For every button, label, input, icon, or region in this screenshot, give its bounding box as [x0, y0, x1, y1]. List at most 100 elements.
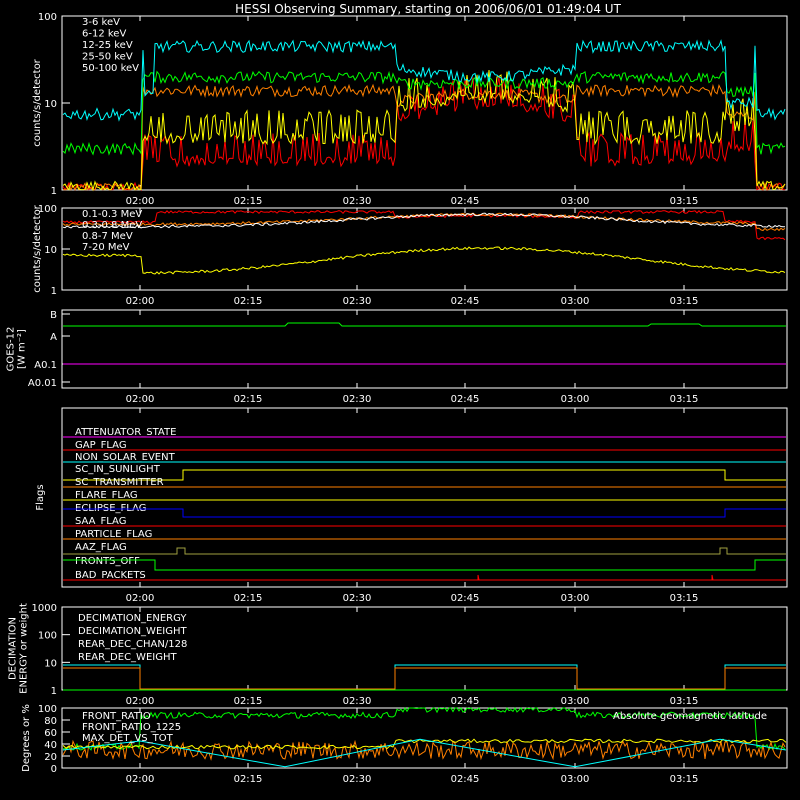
x-tick-label: 03:00	[561, 593, 590, 604]
flag-label: AAZ_FLAG	[75, 542, 127, 553]
series-line	[62, 246, 786, 275]
x-tick-label: 02:30	[343, 774, 372, 785]
y-tick-label: 40	[44, 740, 57, 751]
x-tick-label: 02:15	[234, 394, 263, 405]
series-line	[62, 69, 786, 192]
svg-text:Degrees or %: Degrees or %	[21, 704, 32, 772]
legend-entry: FRONT_RATIO	[82, 711, 151, 722]
x-tick-label: 03:15	[670, 394, 699, 405]
svg-text:counts/s/detector: counts/s/detector	[32, 58, 43, 146]
x-tick-label: 02:00	[126, 296, 155, 307]
panel-frame	[61, 15, 788, 191]
y-tick-label: A	[50, 332, 57, 343]
x-tick-label: 03:00	[561, 696, 590, 707]
flag-label: ATTENUATOR_STATE	[75, 427, 176, 438]
flag-label: BAD_PACKETS	[75, 570, 146, 581]
legend-entry: 0.8-7 MeV	[82, 231, 133, 242]
legend-entry: 7-20 MeV	[82, 242, 130, 253]
flag-line	[63, 547, 786, 555]
svg-text:counts/s/detector: counts/s/detector	[32, 204, 43, 292]
y-tick-label: 0	[51, 764, 57, 775]
panel-frame	[61, 309, 788, 389]
y-tick-label: 20	[44, 752, 57, 763]
legend-entry: REAR_DEC_WEIGHT	[78, 652, 177, 663]
flag-label: FLARE_FLAG	[75, 490, 138, 501]
y-axis-label: Degrees or %	[21, 704, 32, 772]
legend-entry: MAX_DET_VS_TOT	[82, 733, 174, 744]
legend-entry: Absolute geomagnetic latitude	[613, 711, 767, 722]
x-tick-label: 03:00	[561, 296, 590, 307]
x-tick-label: 02:45	[451, 394, 480, 405]
flag-line	[63, 559, 786, 571]
x-tick-label: 02:15	[234, 696, 263, 707]
x-tick-label: 02:30	[343, 394, 372, 405]
series-line	[62, 70, 786, 156]
y-tick-label: 1	[51, 186, 57, 197]
series-line	[62, 212, 786, 232]
series-line	[62, 76, 785, 192]
x-tick-label: 02:00	[126, 394, 155, 405]
flag-label: GAP_FLAG	[75, 440, 127, 451]
x-tick-label: 02:15	[234, 593, 263, 604]
legend-entry: 0.3-0.8 MeV	[82, 220, 142, 231]
x-tick-label: 03:15	[670, 296, 699, 307]
y-axis-label: Flags	[35, 484, 46, 510]
series-line	[62, 706, 786, 751]
y-tick-label: 10	[44, 245, 57, 256]
y-tick-label: 80	[44, 716, 57, 727]
legend-entry: DECIMATION_WEIGHT	[78, 626, 187, 637]
legend-entry: 50-100 keV	[82, 63, 139, 74]
legend-entry: DECIMATION_ENERGY	[78, 613, 187, 624]
series-line	[62, 39, 786, 122]
x-tick-label: 02:45	[451, 196, 480, 207]
legend-entry: 12-25 keV	[82, 40, 133, 51]
x-tick-label: 03:15	[670, 696, 699, 707]
x-tick-label: 02:45	[451, 774, 480, 785]
series-line	[63, 322, 786, 327]
flag-label: FRONTS_OFF	[75, 556, 140, 567]
legend-entry: 25-50 keV	[82, 52, 133, 63]
y-tick-label: A0.01	[28, 378, 57, 389]
flag-line	[63, 574, 786, 581]
y-axis-label: counts/s/detector	[32, 204, 43, 292]
x-tick-label: 02:15	[234, 296, 263, 307]
series-line	[63, 664, 786, 691]
x-tick-label: 02:00	[126, 593, 155, 604]
flag-label: SC_IN_SUNLIGHT	[75, 464, 161, 475]
legend-entry: REAR_DEC_CHAN/128	[78, 639, 187, 650]
flag-line	[63, 508, 786, 518]
y-tick-label: 1000	[32, 603, 57, 614]
svg-text:ENERGY or weight: ENERGY or weight	[19, 603, 30, 694]
y-tick-label: 10	[44, 99, 57, 110]
flag-label: SC_TRANSMITTER	[75, 477, 164, 488]
series-line	[63, 83, 786, 191]
x-tick-label: 02:30	[343, 696, 372, 707]
x-tick-label: 02:15	[234, 196, 263, 207]
x-tick-label: 02:30	[343, 593, 372, 604]
x-tick-label: 03:00	[561, 394, 590, 405]
svg-text:Flags: Flags	[35, 484, 46, 510]
series-line	[62, 738, 787, 750]
x-tick-label: 02:45	[451, 593, 480, 604]
y-tick-label: 60	[44, 728, 57, 739]
legend-entry: FRONT_RATIO_1225	[82, 722, 181, 733]
x-tick-label: 03:00	[561, 774, 590, 785]
y-tick-label: 10	[44, 658, 57, 669]
x-tick-label: 03:15	[670, 196, 699, 207]
y-axis-label: DECIMATION ENERGY or weight	[8, 603, 30, 694]
flag-line	[63, 469, 786, 481]
series-line	[62, 212, 786, 229]
legend-entry: 3-6 keV	[82, 17, 120, 28]
y-axis-label: GOES-12 [W m⁻²]	[6, 327, 28, 372]
svg-text:GOES-12: GOES-12	[6, 327, 17, 372]
legend-entry: 0.1-0.3 MeV	[82, 209, 142, 220]
y-tick-label: A0.1	[34, 360, 57, 371]
x-tick-label: 02:00	[126, 696, 155, 707]
y-tick-label: 100	[38, 631, 57, 642]
x-tick-label: 03:15	[670, 774, 699, 785]
panel-frame	[61, 407, 788, 588]
flag-label: NON_SOLAR_EVENT	[75, 452, 176, 463]
series-line	[62, 738, 787, 768]
x-tick-label: 03:15	[670, 593, 699, 604]
